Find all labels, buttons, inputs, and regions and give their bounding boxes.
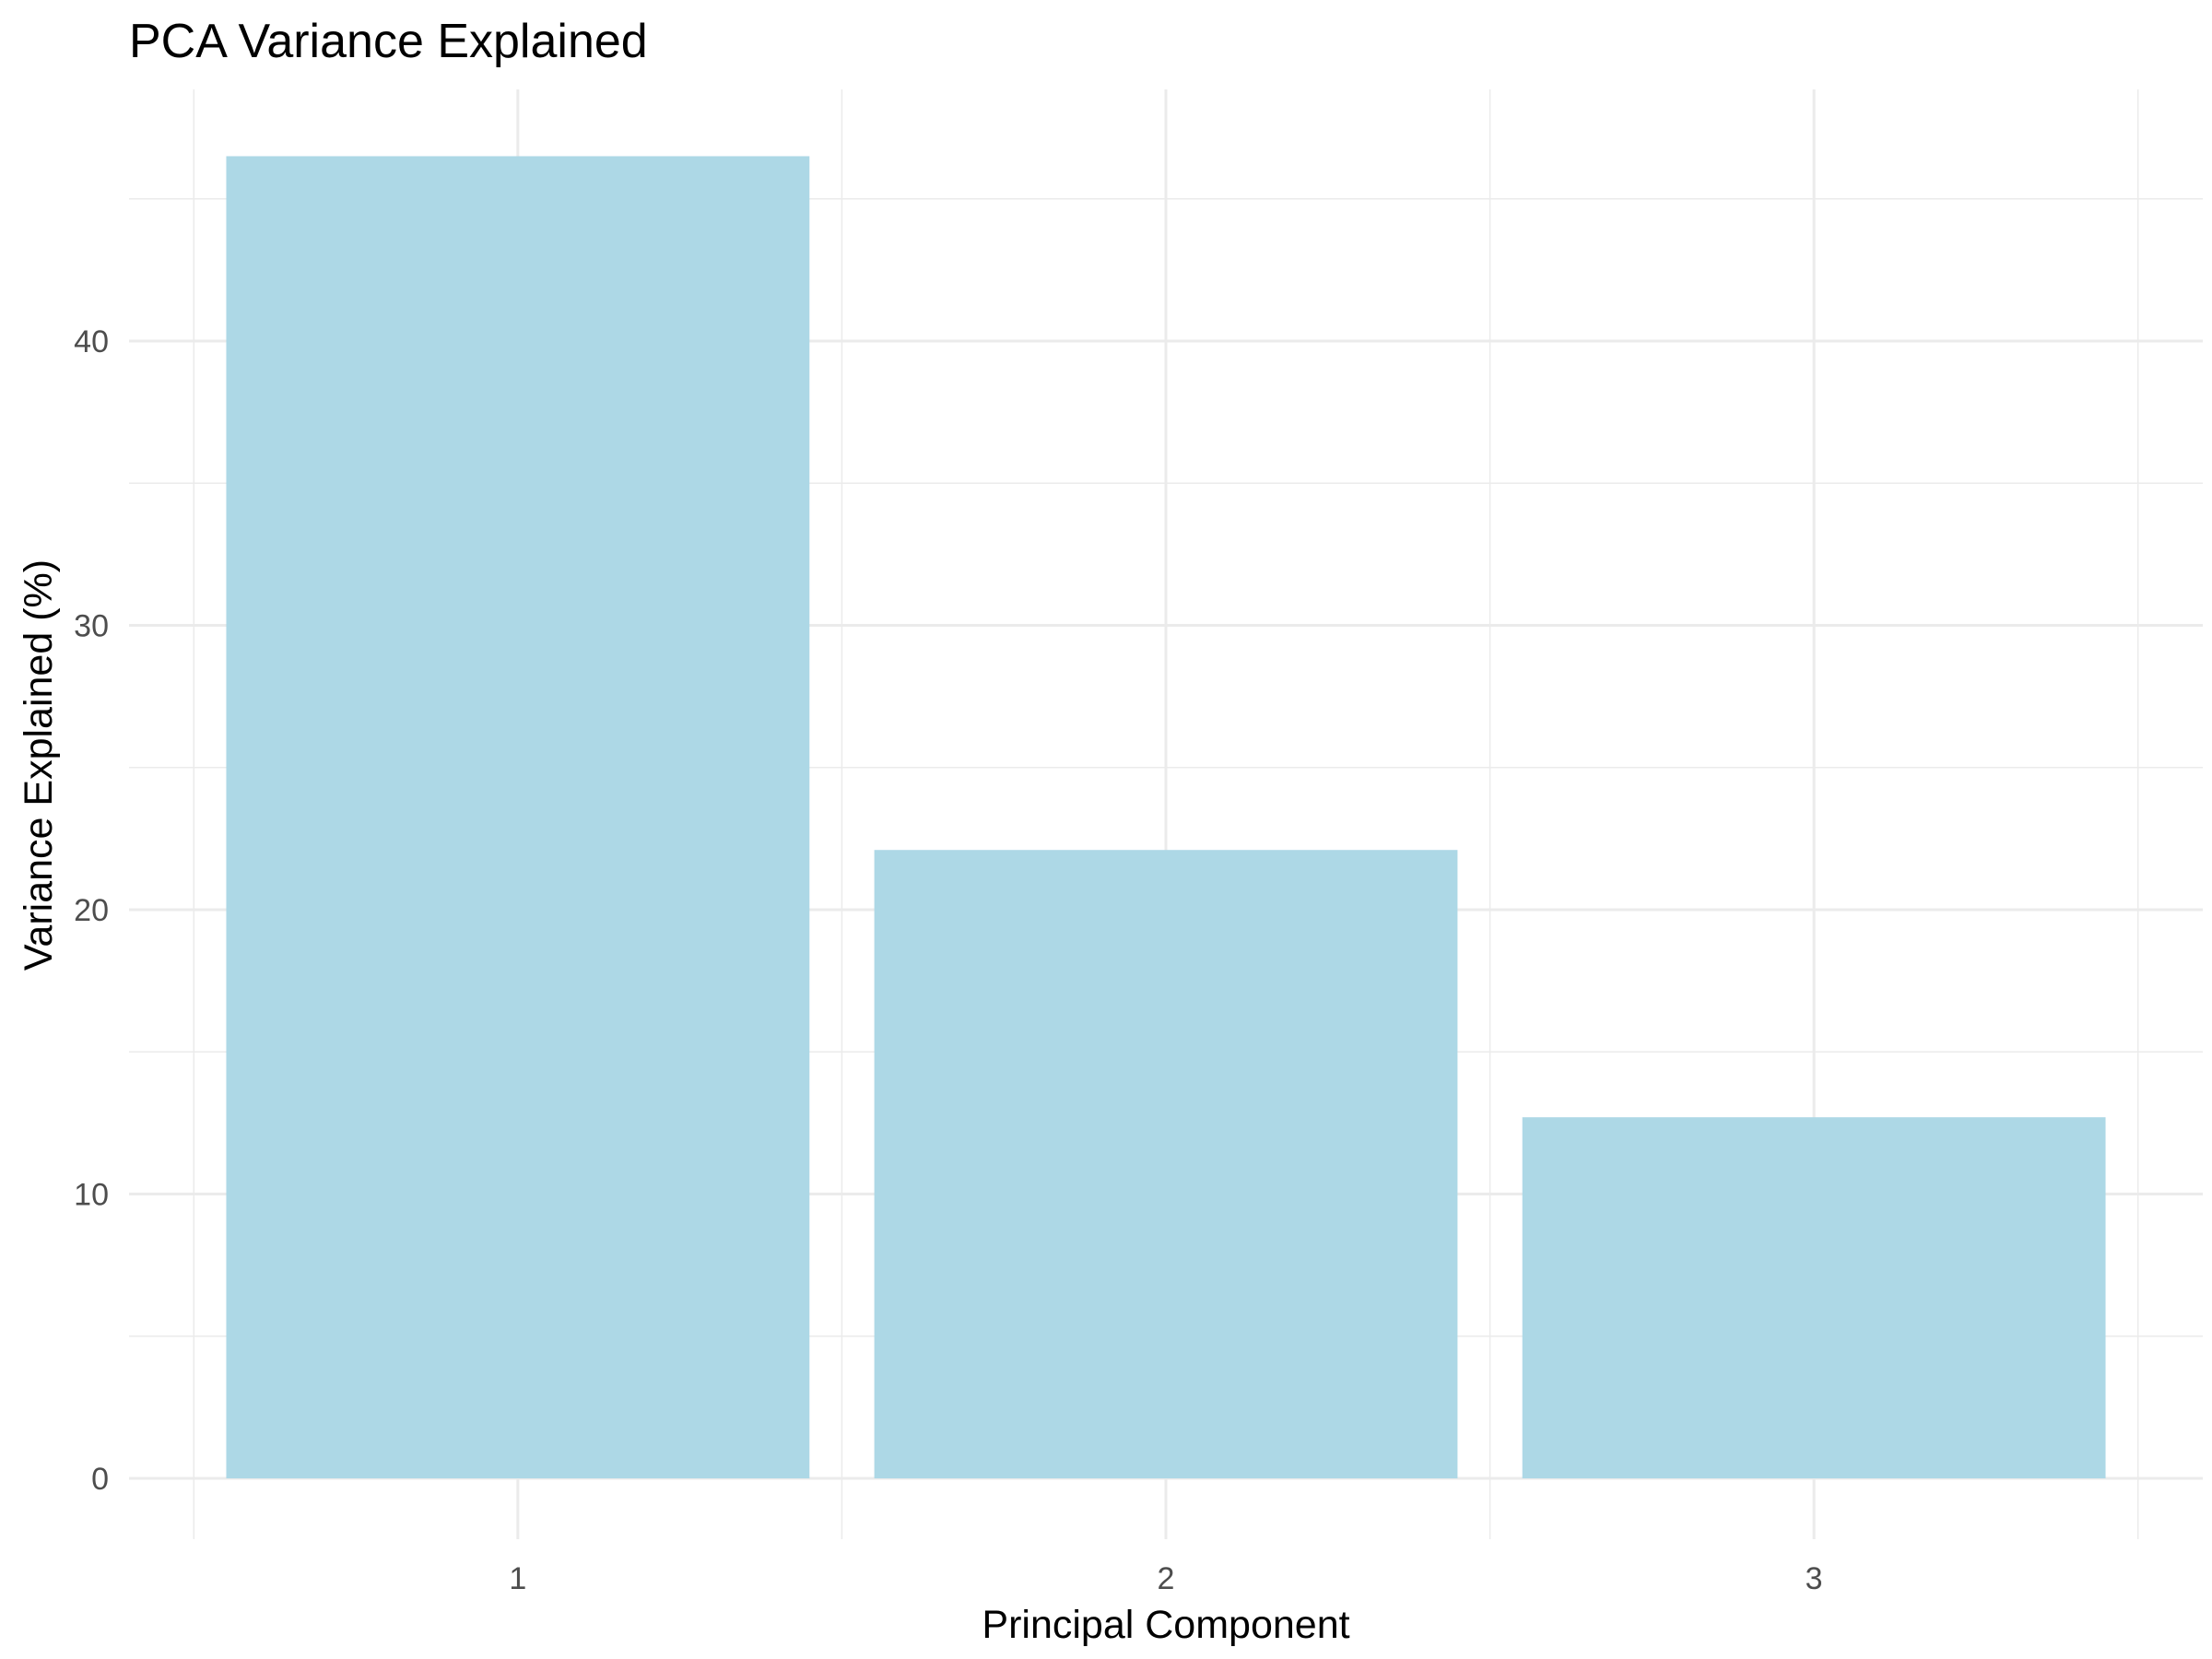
y-tick-label: 20 (74, 893, 109, 928)
bar-3 (1522, 1117, 2106, 1478)
bar-1 (226, 156, 810, 1479)
y-tick-label: 30 (74, 609, 109, 644)
x-tick-label: 1 (509, 1561, 526, 1596)
x-axis-title: Principal Component (982, 1603, 1349, 1647)
bars (226, 156, 2106, 1479)
bar-2 (874, 850, 1458, 1478)
x-tick-label: 2 (1158, 1561, 1175, 1596)
y-axis-title: Variance Explained (%) (17, 559, 61, 971)
x-axis-ticks: 1 2 3 (509, 1561, 1822, 1596)
y-tick-label: 10 (74, 1178, 109, 1213)
y-tick-label: 40 (74, 324, 109, 359)
y-tick-label: 0 (91, 1462, 109, 1497)
x-tick-label: 3 (1806, 1561, 1823, 1596)
chart-title: PCA Variance Explained (129, 15, 648, 68)
y-axis-ticks: 0 10 20 30 40 (74, 324, 109, 1497)
